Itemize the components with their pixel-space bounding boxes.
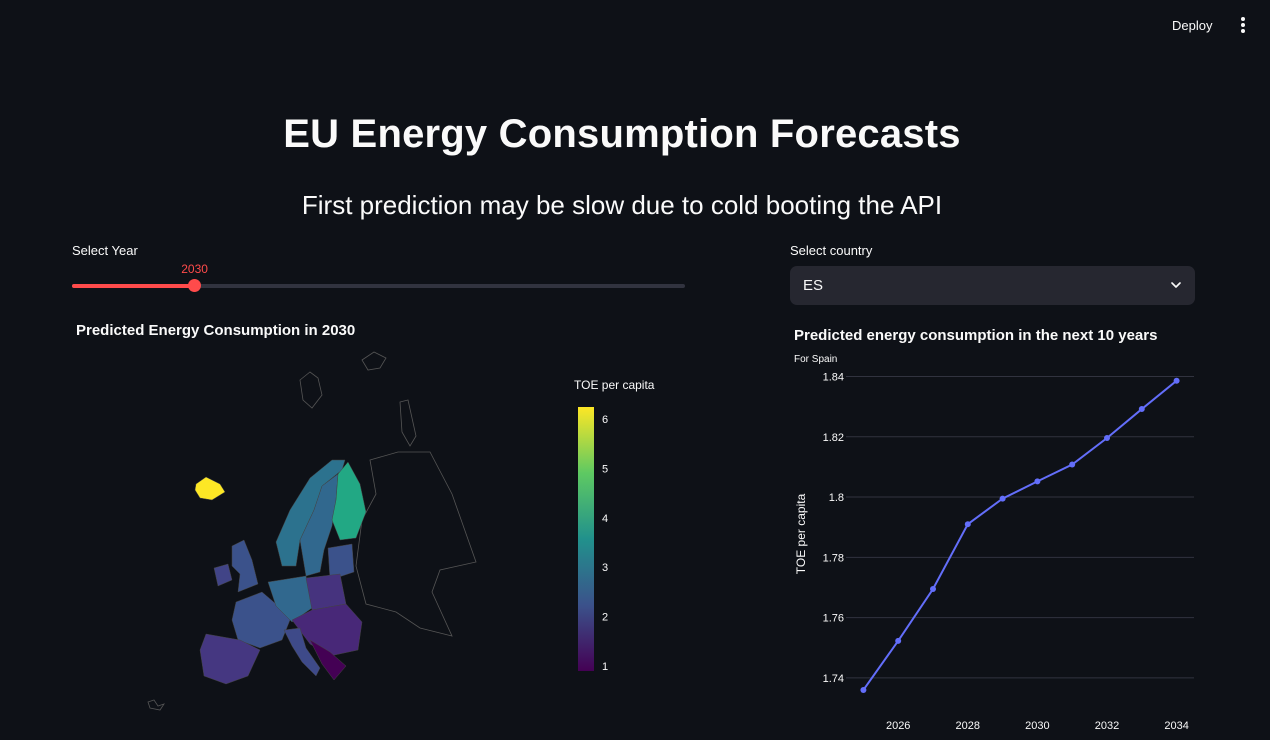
colorbar-tick-label: 3 bbox=[602, 562, 608, 574]
y-axis-label: TOE per capita bbox=[794, 493, 808, 574]
data-point[interactable] bbox=[999, 495, 1006, 502]
map-region-balkans bbox=[309, 639, 347, 681]
colorbar-tick-label: 5 bbox=[602, 463, 608, 475]
top-bar: Deploy bbox=[0, 0, 1270, 52]
line-chart-subtitle: For Spain bbox=[794, 354, 838, 365]
year-slider-track[interactable] bbox=[72, 284, 685, 288]
map-region-svalbard-east bbox=[361, 351, 387, 371]
map-title: Predicted Energy Consumption in 2030 bbox=[76, 322, 356, 339]
data-point[interactable] bbox=[1034, 478, 1041, 485]
year-slider-fill bbox=[72, 284, 195, 288]
year-slider-label: Select Year bbox=[72, 243, 138, 258]
colorbar: 6 5 4 3 2 1 bbox=[578, 407, 608, 673]
y-tick-label: 1.8 bbox=[829, 492, 844, 504]
vertical-ellipsis-icon[interactable] bbox=[1236, 16, 1250, 34]
year-slider-thumb[interactable] bbox=[188, 279, 202, 292]
x-tick-label: 2026 bbox=[886, 720, 910, 732]
data-point[interactable] bbox=[1173, 377, 1180, 384]
x-tick-label: 2030 bbox=[1025, 720, 1049, 732]
map-region-france bbox=[231, 591, 291, 649]
y-tick-label: 1.84 bbox=[823, 371, 844, 383]
y-tick-label: 1.76 bbox=[823, 613, 844, 625]
map-region-novaya-zemlya bbox=[399, 399, 417, 447]
colorbar-tick-label: 2 bbox=[602, 612, 608, 624]
map-region-baltics bbox=[327, 543, 355, 581]
data-point[interactable] bbox=[964, 521, 971, 528]
line-chart-title: Predicted energy consumption in the next… bbox=[794, 327, 1158, 344]
map-region-italy bbox=[283, 627, 321, 677]
data-point[interactable] bbox=[1104, 434, 1110, 441]
deploy-button[interactable]: Deploy bbox=[1172, 18, 1213, 33]
data-point[interactable] bbox=[895, 637, 902, 644]
colorbar-tick-label: 4 bbox=[602, 513, 608, 525]
map-region-poland bbox=[305, 573, 347, 611]
colorbar-title: TOE per capita bbox=[574, 378, 655, 392]
x-tick-label: 2034 bbox=[1164, 720, 1188, 732]
data-point[interactable] bbox=[860, 686, 867, 693]
colorbar-tick-label: 6 bbox=[602, 414, 608, 426]
y-tick-label: 1.74 bbox=[823, 673, 844, 685]
country-select[interactable]: ES bbox=[790, 266, 1195, 305]
map-region-uk bbox=[231, 539, 259, 593]
data-point[interactable] bbox=[930, 585, 936, 592]
page-title: EU Energy Consumption Forecasts bbox=[283, 112, 961, 156]
y-tick-label: 1.82 bbox=[823, 432, 844, 444]
chevron-down-icon bbox=[1171, 282, 1181, 288]
map-region-svalbard bbox=[299, 371, 323, 409]
map-region-finland bbox=[331, 461, 367, 541]
line-chart[interactable]: 1.84 1.82 1.8 1.78 1.76 1.74 2026 2028 2030 2032… bbox=[786, 366, 1206, 740]
y-tick-label: 1.78 bbox=[823, 552, 844, 564]
x-tick-label: 2032 bbox=[1095, 720, 1119, 732]
map-region-ireland bbox=[213, 563, 233, 587]
year-slider-value: 2030 bbox=[181, 262, 208, 276]
map-region-islands bbox=[147, 699, 165, 711]
page-subtitle: First prediction may be slow due to cold… bbox=[301, 190, 943, 220]
data-point[interactable] bbox=[1138, 406, 1145, 413]
x-tick-label: 2028 bbox=[956, 720, 980, 732]
series-line bbox=[862, 379, 1178, 691]
country-select-value: ES bbox=[803, 277, 824, 294]
europe-choropleth-map[interactable] bbox=[140, 345, 490, 720]
country-select-label: Select country bbox=[790, 243, 873, 258]
map-region-iberia bbox=[199, 633, 261, 685]
colorbar-tick-label: 1 bbox=[602, 661, 608, 673]
map-region-norway bbox=[275, 459, 346, 567]
data-point[interactable] bbox=[1069, 461, 1076, 468]
map-region-russia bbox=[355, 451, 477, 637]
map-region-iceland bbox=[194, 476, 226, 501]
